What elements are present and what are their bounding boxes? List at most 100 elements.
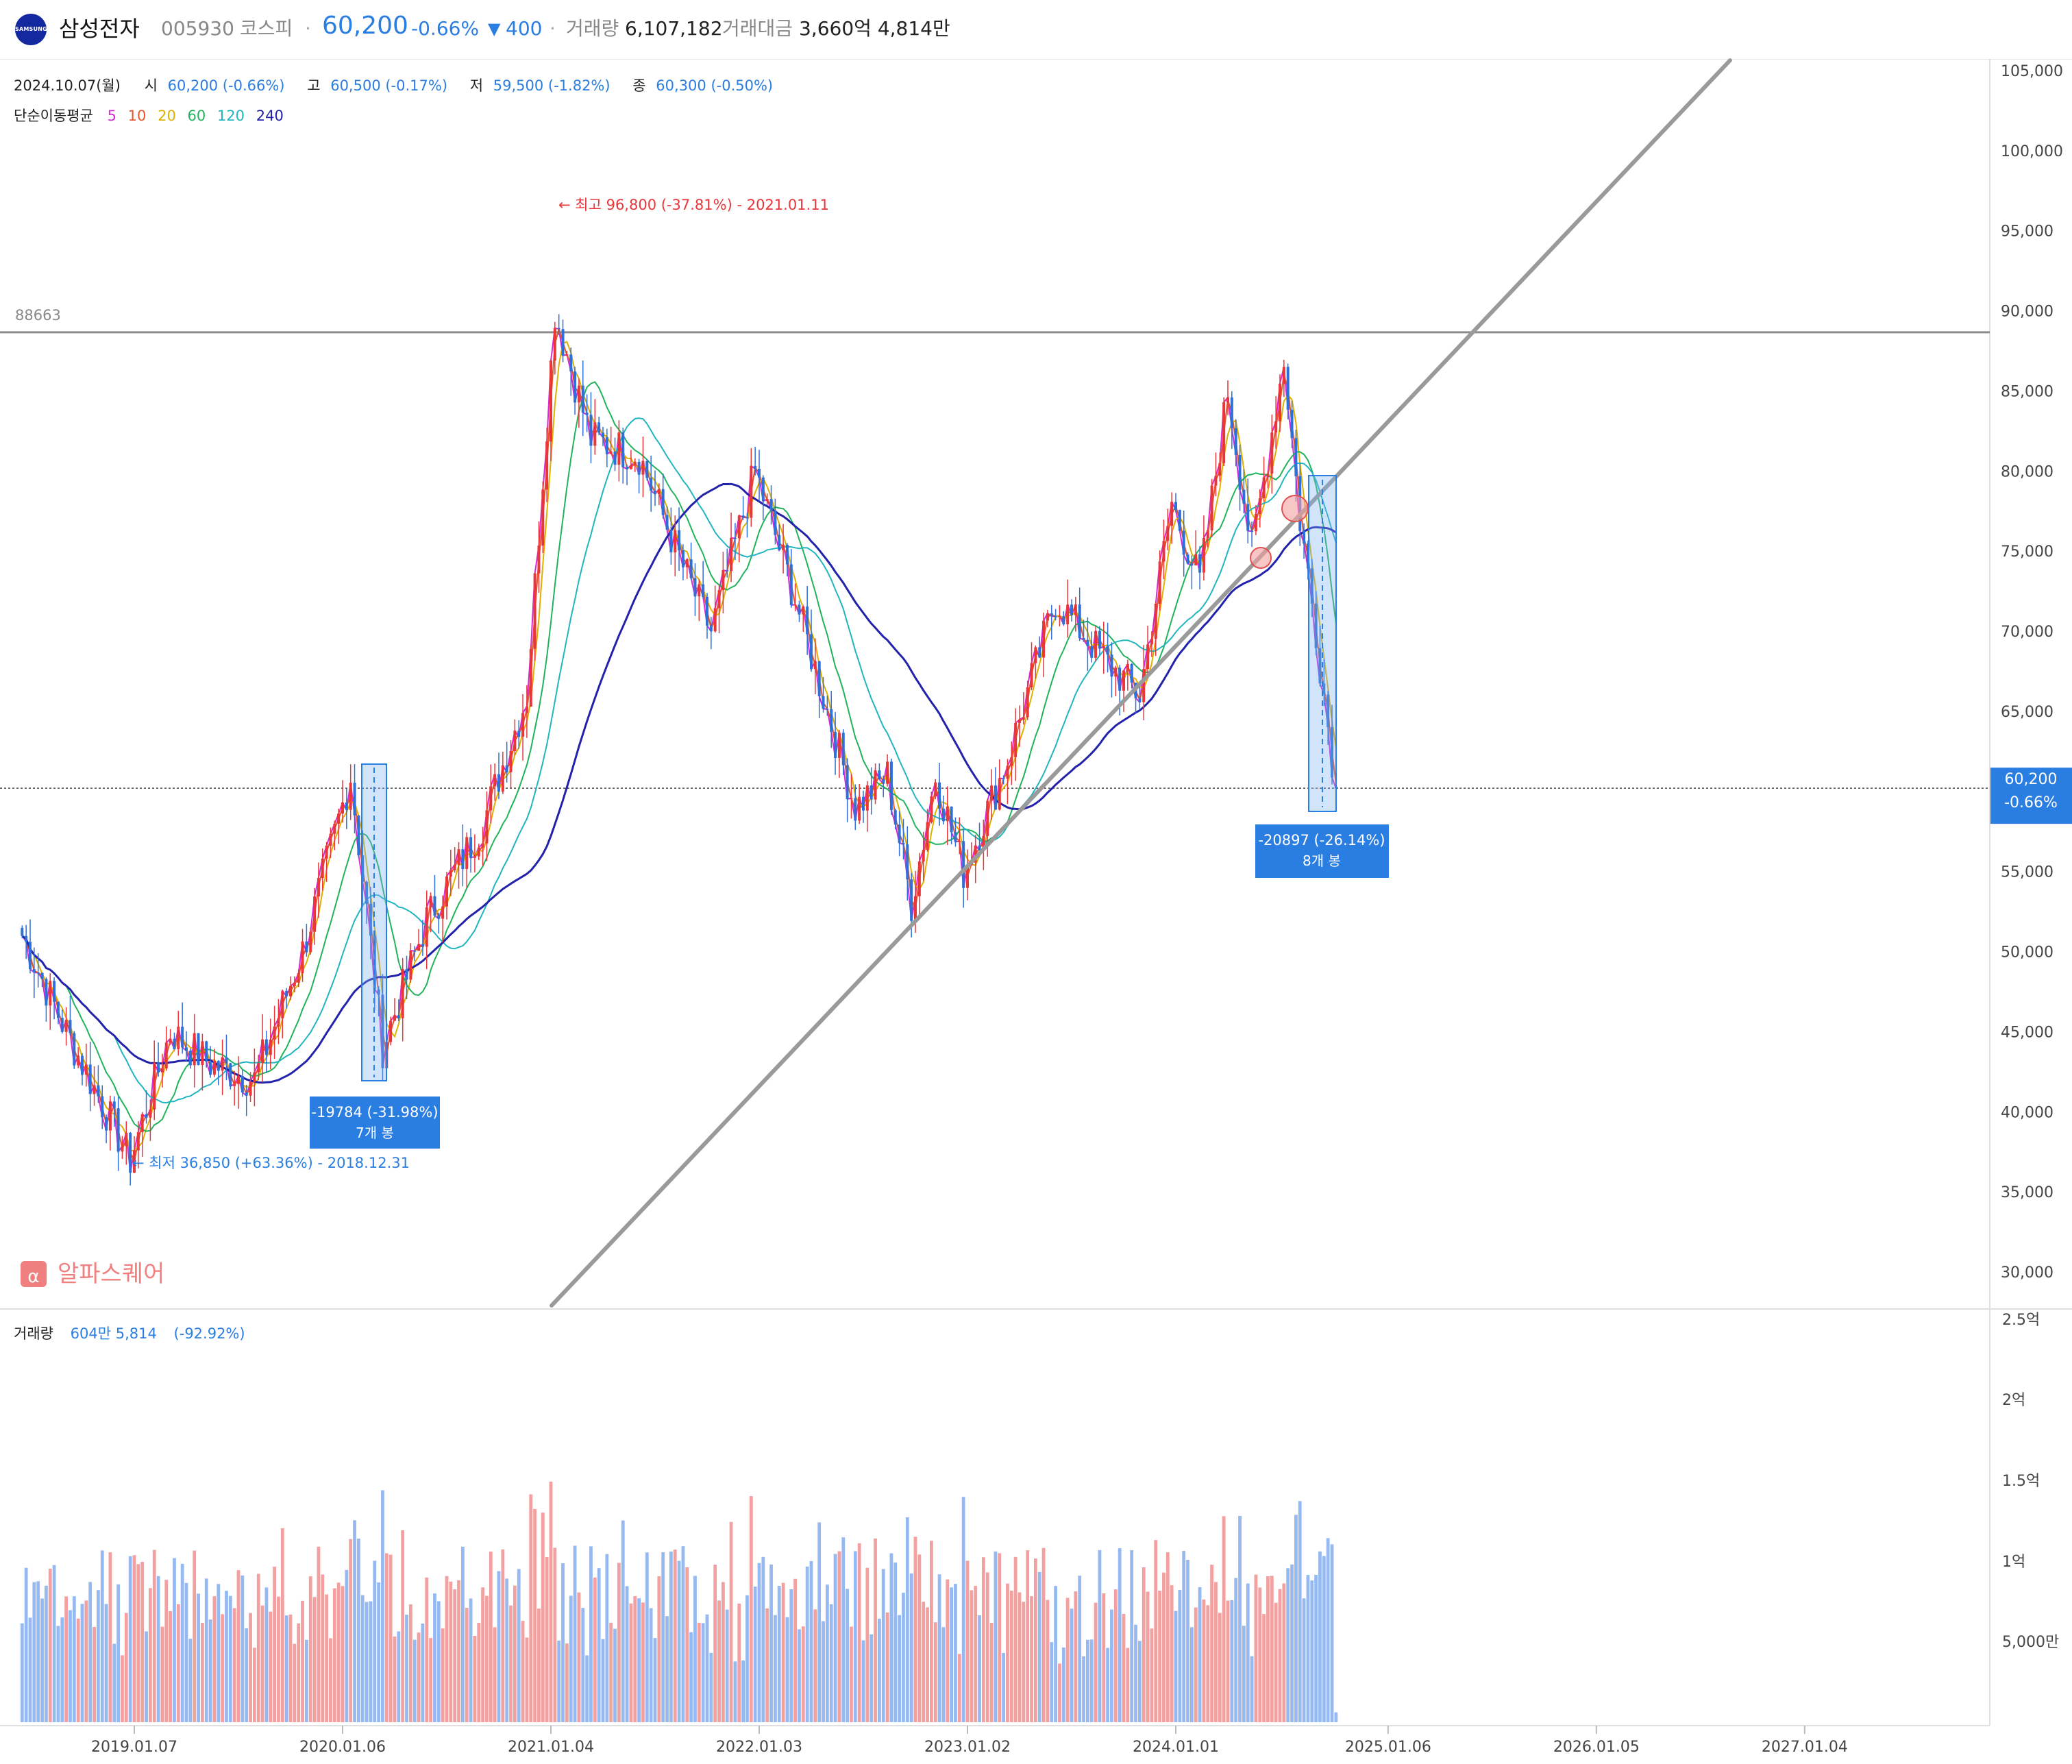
volume-bar	[946, 1579, 950, 1722]
volume-bar	[893, 1562, 898, 1722]
volume-bar	[905, 1517, 909, 1722]
candle-body	[1318, 648, 1322, 684]
volume-bar	[1194, 1607, 1198, 1722]
candle-body	[1082, 638, 1085, 640]
ma5-legend: 5	[108, 108, 116, 124]
volume-bar	[1098, 1549, 1102, 1722]
candle-body	[129, 1133, 132, 1173]
candle-body	[153, 1062, 156, 1110]
candle-body	[1322, 683, 1326, 695]
volume-bar	[1102, 1593, 1106, 1722]
candle-body	[108, 1101, 112, 1131]
candle-body	[177, 1027, 180, 1050]
candle-body	[529, 648, 532, 707]
candle-body	[706, 596, 708, 626]
candle-body	[858, 796, 861, 821]
ma-legend[interactable]: 단순이동평균 5 10 20 60 120 240	[14, 108, 284, 124]
candle-body	[1162, 541, 1166, 562]
price-tick-label: 95,000	[2001, 223, 2054, 241]
candle-body	[449, 870, 452, 877]
candle-body	[1218, 463, 1222, 476]
candle-body	[409, 951, 412, 980]
price-tick-label: 80,000	[2001, 463, 2054, 480]
candle-body	[1331, 727, 1333, 778]
ma-line-240	[21, 482, 1337, 1084]
volume-bar	[1037, 1571, 1041, 1722]
volume-bar	[441, 1628, 445, 1722]
candle-body	[581, 385, 584, 413]
candle-body	[273, 1026, 276, 1040]
volume-bar	[1046, 1600, 1050, 1722]
ma120-legend: 120	[217, 108, 245, 124]
support-trendline[interactable]	[550, 58, 1732, 1308]
time-tick-label: 2021.01.04	[508, 1739, 594, 1756]
candle-body	[998, 778, 1001, 810]
candle-body	[533, 573, 536, 649]
candle-body	[136, 1131, 140, 1151]
candle-body	[561, 329, 565, 356]
volume-bar	[273, 1567, 277, 1722]
candle-body	[60, 1018, 64, 1032]
volume-bar	[1122, 1614, 1126, 1722]
candle-body	[25, 935, 28, 942]
volume-bar	[1085, 1639, 1089, 1722]
volume-bar	[641, 1602, 645, 1722]
candle-body	[313, 896, 317, 932]
candle-body	[389, 1020, 393, 1042]
candle-body	[893, 810, 897, 825]
volume-bar	[637, 1598, 641, 1722]
ma60-legend: 60	[188, 108, 206, 124]
volume-bar	[745, 1595, 749, 1722]
current-price-tag-pct: -0.66%	[2004, 794, 2058, 811]
candle-body	[121, 1146, 124, 1152]
volume-bar	[565, 1643, 569, 1722]
candle-body	[425, 907, 428, 947]
candle-body	[160, 1068, 164, 1073]
volume-bar	[124, 1613, 128, 1722]
candle-body	[737, 515, 741, 539]
candle-body	[461, 849, 465, 870]
price-tick-label: 90,000	[2001, 304, 2054, 321]
moving-averages	[21, 326, 1337, 1173]
candle-body	[457, 849, 460, 865]
volume-bar	[56, 1626, 60, 1722]
volume-bar	[497, 1571, 501, 1722]
candle-body	[1222, 402, 1226, 463]
candle-body	[469, 837, 473, 858]
candle-body	[782, 544, 785, 550]
candle-body	[73, 1033, 76, 1066]
volume-bar	[1162, 1572, 1166, 1722]
volume-bar	[846, 1589, 850, 1722]
volume-bar	[950, 1587, 954, 1722]
candle-body	[761, 477, 765, 502]
candle-body	[878, 770, 881, 780]
candle-body	[1282, 367, 1285, 384]
stock-name[interactable]: 삼성전자	[59, 16, 140, 42]
volume-bar	[477, 1623, 481, 1722]
signal-marker[interactable]	[1250, 547, 1272, 569]
candle-body	[112, 1101, 116, 1109]
signal-marker[interactable]	[1281, 495, 1309, 522]
volume-bar	[701, 1623, 705, 1722]
candle-body	[717, 590, 721, 609]
candle-body	[898, 824, 901, 843]
volume-bar	[1041, 1547, 1046, 1722]
candle-body	[1110, 654, 1113, 677]
candle-body	[1250, 530, 1254, 532]
volume-bar	[1113, 1589, 1118, 1722]
volume-bar	[1050, 1642, 1054, 1722]
volume-bar	[1266, 1576, 1270, 1722]
candle-body	[164, 1042, 168, 1069]
volume-bar	[713, 1565, 717, 1722]
candle-body	[1230, 397, 1233, 428]
volume-bar	[44, 1585, 48, 1722]
volume-bar	[505, 1578, 509, 1722]
volume-bar	[1226, 1600, 1230, 1722]
volume-bar	[228, 1595, 232, 1722]
candle-body	[157, 1062, 160, 1073]
candle-body	[485, 810, 489, 844]
candle-body	[922, 850, 925, 862]
candle-body	[593, 422, 597, 446]
candle-body	[433, 896, 436, 916]
